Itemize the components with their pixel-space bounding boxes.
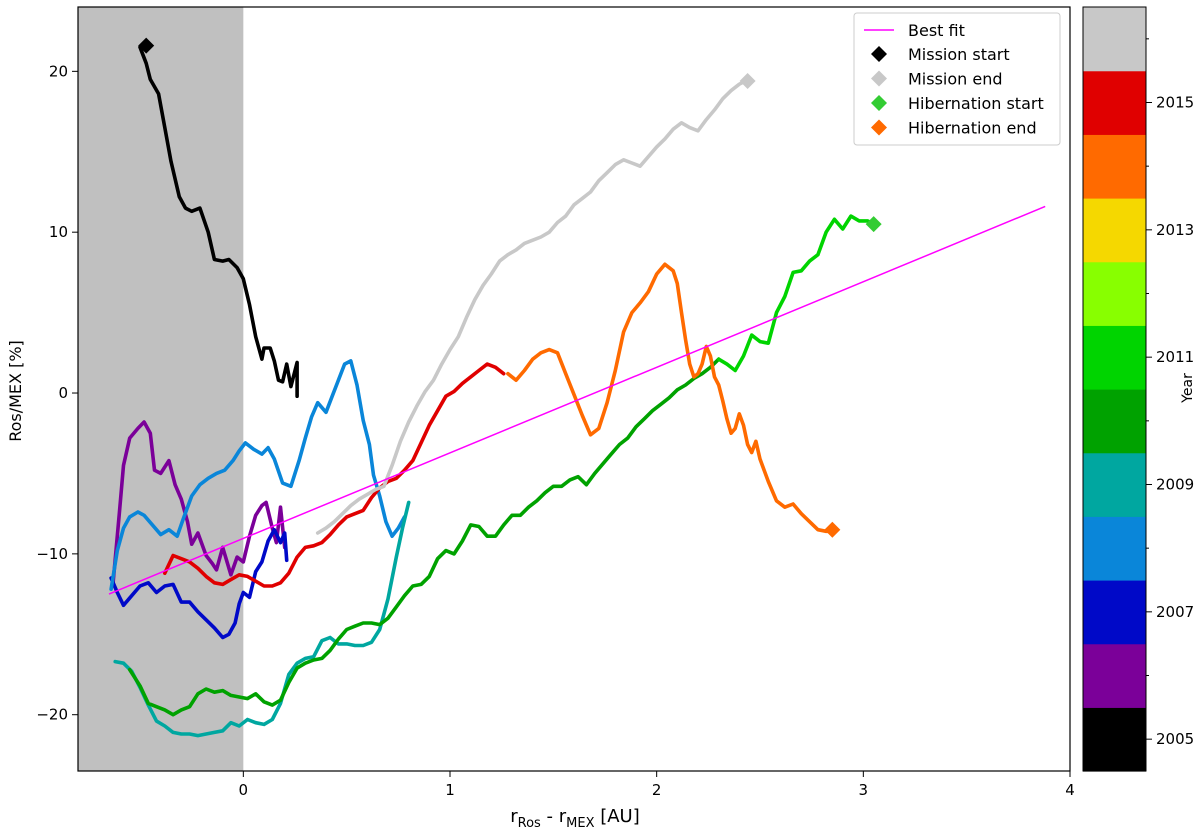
series-2005-line (138, 45, 299, 399)
colorbar-segment (1083, 389, 1146, 454)
x-tick-label: 3 (859, 781, 869, 799)
legend-swatch-mission-end (871, 70, 887, 87)
x-tick-label: 2 (652, 781, 662, 799)
x-tick-label: 0 (239, 781, 249, 799)
x-axis-label: rRos - rMEX [AU] (510, 806, 640, 831)
marker-layer (138, 37, 882, 538)
colorbar-segment (1083, 580, 1146, 645)
series-2008-line (109, 359, 407, 592)
x-tick-label: 4 (1065, 781, 1075, 799)
plot-frame (77, 6, 1071, 772)
colorbar-segment (1083, 452, 1146, 517)
marker-hibernation-start (865, 216, 882, 233)
marker-mission-end (739, 72, 756, 89)
legend-marker-entries: Mission start Mission end Hibernation star… (871, 45, 1044, 138)
plot-area (77, 6, 1071, 772)
legend-swatch-hibernation-start (871, 95, 887, 111)
best-fit-line (108, 205, 1046, 595)
colorbar-segment (1083, 7, 1146, 72)
series-2007-line (109, 527, 289, 640)
series-2011-line (716, 214, 876, 373)
colorbar-tick-label: 2011 (1156, 348, 1194, 366)
colorbar-tick-label: 2005 (1156, 730, 1194, 748)
series-layer (109, 45, 876, 738)
y-tick-label: −10 (36, 545, 68, 563)
y-tick-label: −20 (36, 706, 68, 724)
series-2016-line (315, 79, 748, 535)
series-2014-line (506, 262, 835, 534)
legend-swatch-mission-start (871, 46, 887, 62)
colorbar-segment (1083, 643, 1146, 708)
legend-swatch-hibernation-end (871, 119, 887, 136)
y-tick-label: 20 (49, 62, 68, 80)
y-tick-label: 0 (58, 384, 68, 402)
legend: Best fit Mission start Mission end Hiberna… (853, 12, 1061, 146)
colorbar-segment (1083, 325, 1146, 390)
marker-mission-start (138, 37, 155, 54)
y-axis-ticks: −20 −10 0 10 20 (36, 62, 78, 724)
colorbar-frame (1082, 6, 1147, 772)
legend-label-hibernation-start: Hibernation start (908, 94, 1044, 113)
series-2010-line (127, 357, 721, 717)
legend-label-hibernation-end: Hibernation end (908, 119, 1037, 138)
series-2009-line (113, 500, 411, 738)
colorbar-tick-label: 2013 (1156, 221, 1194, 239)
colorbar-tick-label: 2007 (1156, 603, 1194, 621)
colorbar-segment (1083, 261, 1146, 326)
x-label-sub-ros: Ros (518, 816, 541, 831)
colorbar-segment (1083, 516, 1146, 581)
series-2015-line (163, 362, 506, 588)
colorbar-segment (1083, 198, 1146, 263)
colorbar-tick-label: 2009 (1156, 476, 1194, 494)
legend-best-fit-label: Best fit (908, 21, 965, 40)
legend-label-mission-start: Mission start (908, 45, 1010, 64)
colorbar-segment (1083, 707, 1146, 772)
colorbar: 2005 2007 2009 2011 2013 2015 (1082, 6, 1194, 772)
x-tick-label: 1 (445, 781, 455, 799)
colorbar-tick-label: 2015 (1156, 94, 1194, 112)
y-axis-label: Ros/MEX [%] (6, 340, 25, 442)
legend-box (853, 12, 1061, 146)
series-2006-line (111, 420, 287, 585)
colorbar-segment (1083, 70, 1146, 135)
colorbar-segment (1083, 134, 1146, 199)
y-tick-label: 10 (49, 223, 68, 241)
x-axis-ticks: 0 1 2 3 4 (239, 771, 1075, 799)
marker-hibernation-end (824, 521, 841, 538)
shaded-region (78, 7, 244, 771)
legend-label-mission-end: Mission end (908, 70, 1003, 89)
x-label-sub-mex: MEX (566, 816, 594, 831)
colorbar-label: Year (1180, 373, 1196, 404)
